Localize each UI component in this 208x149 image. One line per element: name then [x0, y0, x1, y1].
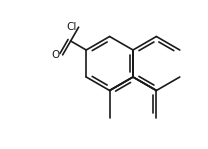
Text: Cl: Cl — [66, 22, 77, 32]
Text: O: O — [51, 50, 60, 60]
